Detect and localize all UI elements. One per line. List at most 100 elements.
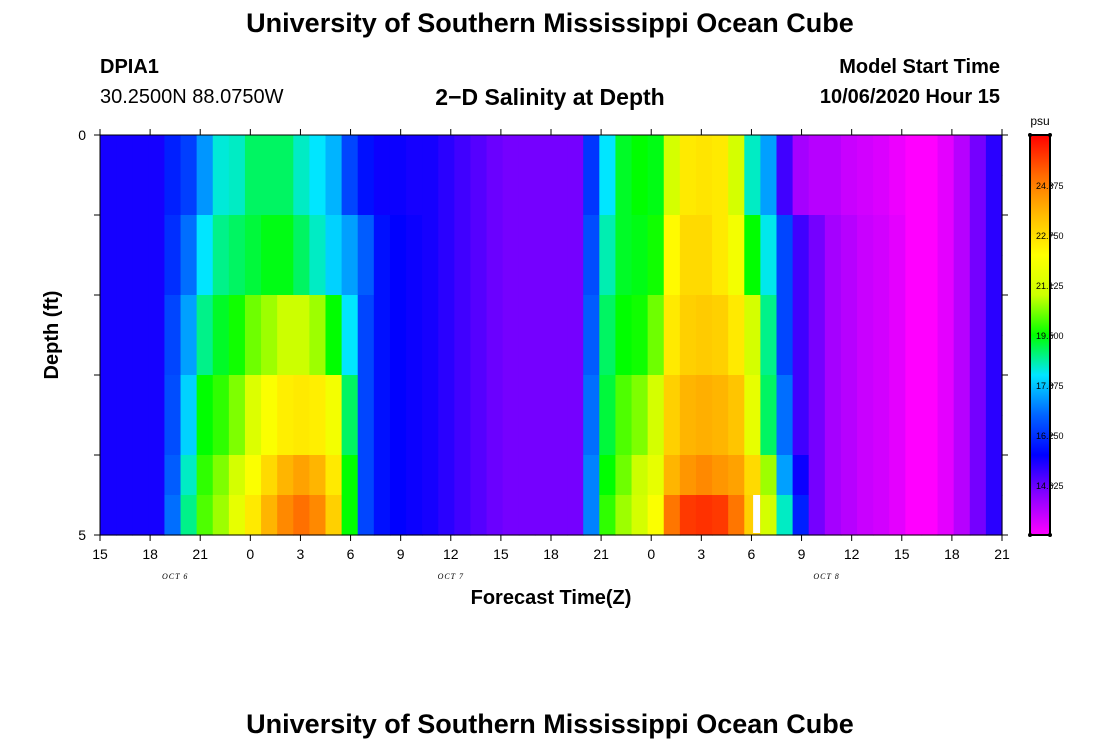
- heatmap-cell: [567, 335, 584, 376]
- heatmap-cell: [261, 135, 278, 176]
- heatmap-cell: [486, 215, 504, 256]
- heatmap-cell: [695, 295, 713, 336]
- heatmap-cell: [244, 415, 262, 456]
- heatmap-cell: [840, 415, 858, 456]
- heatmap-cell: [454, 215, 472, 256]
- heatmap-cell: [824, 215, 842, 256]
- colorbar-unit: psu: [1030, 114, 1049, 128]
- heatmap-cell: [373, 215, 391, 256]
- date-label: OCT 6: [162, 572, 188, 581]
- heatmap-cell: [325, 495, 343, 536]
- heatmap-cell: [599, 175, 617, 216]
- heatmap-cell: [840, 455, 858, 496]
- heatmap-cell: [776, 135, 794, 176]
- heatmap-cell: [373, 415, 391, 456]
- heatmap-cell: [148, 375, 166, 416]
- heatmap-cell: [985, 375, 1003, 416]
- heatmap-cell: [921, 415, 939, 456]
- heatmap-cell: [502, 295, 520, 336]
- heatmap-cell: [164, 415, 182, 456]
- heatmap-cell: [502, 335, 520, 376]
- heatmap-cell: [615, 335, 633, 376]
- heatmap-cell: [196, 255, 214, 296]
- heatmap-cell: [438, 255, 455, 296]
- heatmap-cell: [695, 335, 713, 376]
- heatmap-cell: [728, 135, 745, 176]
- heatmap-cell: [438, 295, 455, 336]
- heatmap-cell: [228, 135, 246, 176]
- heatmap-cell: [470, 495, 488, 536]
- heatmap-cell: [132, 415, 149, 456]
- heatmap-cell: [486, 295, 504, 336]
- heatmap-cell: [969, 455, 987, 496]
- heatmap-cell: [889, 455, 906, 496]
- heatmap-cell: [695, 215, 713, 256]
- colorbar-tick-label: 17.875: [1036, 381, 1064, 391]
- heatmap-cell: [663, 335, 681, 376]
- x-tick-label: 15: [493, 546, 509, 562]
- heatmap-cell: [438, 175, 455, 216]
- heatmap-cell: [309, 215, 327, 256]
- heatmap-cell: [212, 215, 230, 256]
- heatmap-cell: [921, 495, 939, 536]
- heatmap-cell: [309, 415, 327, 456]
- heatmap-cell: [100, 415, 117, 456]
- heatmap-cell: [164, 455, 182, 496]
- heatmap-cell: [180, 295, 198, 336]
- heatmap-cell: [406, 215, 423, 256]
- heatmap-cell: [583, 455, 600, 496]
- heatmap-cell: [921, 455, 939, 496]
- heatmap-cell: [985, 215, 1003, 256]
- heatmap-cell: [615, 375, 633, 416]
- heatmap-cell: [325, 175, 343, 216]
- heatmap-cell: [857, 135, 874, 176]
- heatmap-cell: [615, 495, 633, 536]
- heatmap-cell: [873, 375, 890, 416]
- heatmap-cell: [357, 175, 375, 216]
- heatmap-cell: [776, 215, 794, 256]
- heatmap-cell: [132, 295, 149, 336]
- heatmap-cell: [486, 495, 504, 536]
- heatmap-cell: [518, 335, 536, 376]
- heatmap-cell: [712, 135, 729, 176]
- heatmap-cell: [261, 215, 278, 256]
- heatmap-cell: [792, 135, 810, 176]
- heatmap-cell: [567, 255, 584, 296]
- heatmap-cell: [824, 135, 842, 176]
- x-tick-label: 0: [246, 546, 254, 562]
- heatmap-cell: [663, 295, 681, 336]
- heatmap-cell: [212, 455, 230, 496]
- heatmap-cell: [695, 375, 713, 416]
- heatmap-cell: [953, 215, 971, 256]
- heatmap-cell: [244, 175, 262, 216]
- heatmap-cell: [728, 255, 745, 296]
- heatmap-cell: [663, 415, 681, 456]
- heatmap-cell: [293, 495, 310, 536]
- heatmap-cell: [792, 215, 810, 256]
- heatmap-cell: [148, 415, 166, 456]
- heatmap-cell: [325, 215, 343, 256]
- heatmap-cell: [470, 375, 488, 416]
- x-tick-label: 18: [543, 546, 559, 562]
- heatmap-cell: [615, 295, 633, 336]
- heatmap-cell: [985, 415, 1003, 456]
- heatmap-cell: [164, 375, 182, 416]
- heatmap-cell: [647, 295, 665, 336]
- heatmap-cell: [212, 335, 230, 376]
- heatmap-cell: [712, 215, 729, 256]
- heatmap-cell: [406, 135, 423, 176]
- heatmap-cell: [679, 175, 697, 216]
- heatmap-cell: [985, 175, 1003, 216]
- heatmap-cell: [502, 495, 520, 536]
- heatmap-cell: [551, 295, 568, 336]
- heatmap-cell: [244, 215, 262, 256]
- heatmap-cell: [808, 135, 826, 176]
- heatmap-cell: [406, 175, 423, 216]
- heatmap-cell: [518, 415, 536, 456]
- heatmap-cell: [631, 215, 649, 256]
- heatmap-cell: [679, 135, 697, 176]
- heatmap-cell: [454, 135, 472, 176]
- heatmap-cell: [454, 415, 472, 456]
- heatmap-cell: [905, 335, 923, 376]
- heatmap-cell: [969, 135, 987, 176]
